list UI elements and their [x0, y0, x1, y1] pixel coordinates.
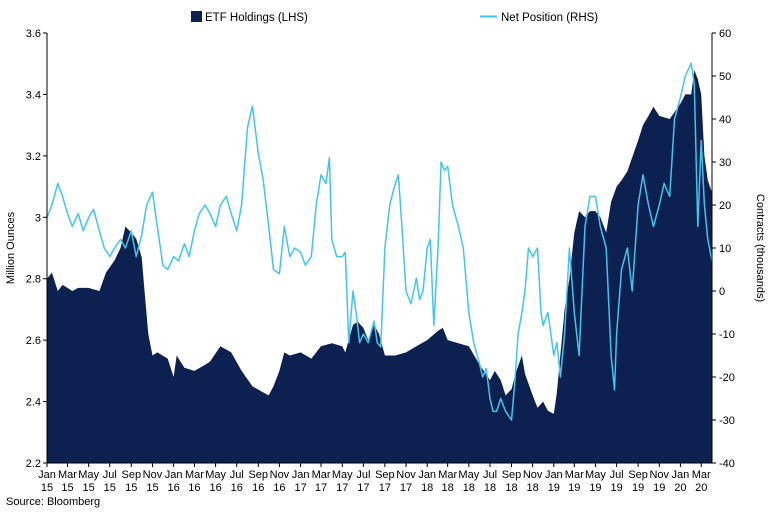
etf-holdings-area — [47, 69, 712, 464]
right-tick-label: -30 — [719, 415, 735, 427]
x-tick-label: Mar 16 — [185, 469, 204, 494]
x-tick-label: Jul 16 — [230, 469, 244, 494]
x-tick-label: Sep 19 — [628, 469, 648, 494]
left-tick-label: 3.6 — [26, 28, 41, 40]
x-tick-label: May 18 — [458, 469, 479, 494]
right-tick-label: -10 — [719, 329, 735, 341]
x-tick-label: Mar 19 — [565, 469, 584, 494]
x-tick-label: Nov 15 — [143, 469, 163, 494]
left-axis-title: Million Ounces — [5, 211, 17, 284]
left-tick-label: 2.6 — [26, 335, 41, 347]
x-tick-label: Mar 15 — [58, 469, 77, 494]
right-axis-title: Contracts (thousands) — [754, 194, 766, 302]
right-tick-label: 30 — [719, 157, 731, 169]
x-tick-label: Jul 17 — [356, 469, 370, 494]
left-tick-label: 3 — [35, 212, 41, 224]
x-tick-label: Nov 17 — [396, 469, 416, 494]
x-tick-label: Jul 15 — [103, 469, 117, 494]
x-tick-label: Jul 18 — [483, 469, 497, 494]
x-tick-label: Sep 18 — [502, 469, 522, 494]
x-tick-label: Jul 19 — [610, 469, 624, 494]
left-tick-label: 2.2 — [26, 458, 41, 470]
x-tick-label: Jan 16 — [165, 469, 183, 494]
x-tick-label: May 16 — [205, 469, 226, 494]
legend-swatch-etf-holdings — [191, 11, 202, 22]
x-tick-label: Jan 18 — [418, 469, 436, 494]
x-tick-label: Nov 18 — [523, 469, 543, 494]
x-tick-label: Nov 19 — [649, 469, 669, 494]
x-tick-label: May 15 — [78, 469, 99, 494]
x-tick-label: May 19 — [585, 469, 606, 494]
left-tick-label: 2.4 — [26, 397, 41, 409]
legend-label-net-position: Net Position (RHS) — [501, 12, 598, 24]
left-axis-ticks: 2.2 2.4 2.6 2.8 3 3.2 3.4 3.6 — [26, 28, 47, 470]
right-tick-label: 20 — [719, 200, 731, 212]
x-tick-label: Sep 15 — [122, 469, 142, 494]
left-tick-label: 3.2 — [26, 151, 41, 163]
right-tick-label: 0 — [719, 286, 725, 298]
legend: ETF Holdings (LHS) Net Position (RHS) — [191, 11, 598, 24]
x-tick-label: Sep 17 — [375, 469, 395, 494]
x-tick-label: Nov 16 — [270, 469, 290, 494]
plot-series — [46, 62, 713, 464]
x-tick-label: Jan 20 — [672, 469, 690, 494]
x-tick-label: May 17 — [332, 469, 353, 494]
right-tick-label: -40 — [719, 458, 735, 470]
right-tick-label: 60 — [719, 28, 731, 40]
x-tick-label: Mar 20 — [692, 469, 711, 494]
source-note: Source: Bloomberg — [6, 496, 101, 508]
legend-label-etf-holdings: ETF Holdings (LHS) — [205, 12, 308, 24]
x-tick-label: Jan 19 — [545, 469, 563, 494]
left-tick-label: 2.8 — [26, 274, 41, 286]
x-tick-label: Mar 18 — [438, 469, 457, 494]
right-tick-label: -20 — [719, 372, 735, 384]
right-tick-label: 10 — [719, 243, 731, 255]
x-tick-label: Sep 16 — [248, 469, 268, 494]
left-tick-label: 3.4 — [26, 89, 41, 101]
right-tick-label: 40 — [719, 114, 731, 126]
x-tick-label: Jan 17 — [292, 469, 310, 494]
x-tick-label: Jan 15 — [38, 469, 56, 494]
right-tick-label: 50 — [719, 71, 731, 83]
x-tick-label: Mar 17 — [312, 469, 331, 494]
right-axis-ticks: -40 -30 -20 -10 0 10 20 30 40 50 60 — [712, 28, 735, 470]
net-position-line — [46, 62, 713, 421]
